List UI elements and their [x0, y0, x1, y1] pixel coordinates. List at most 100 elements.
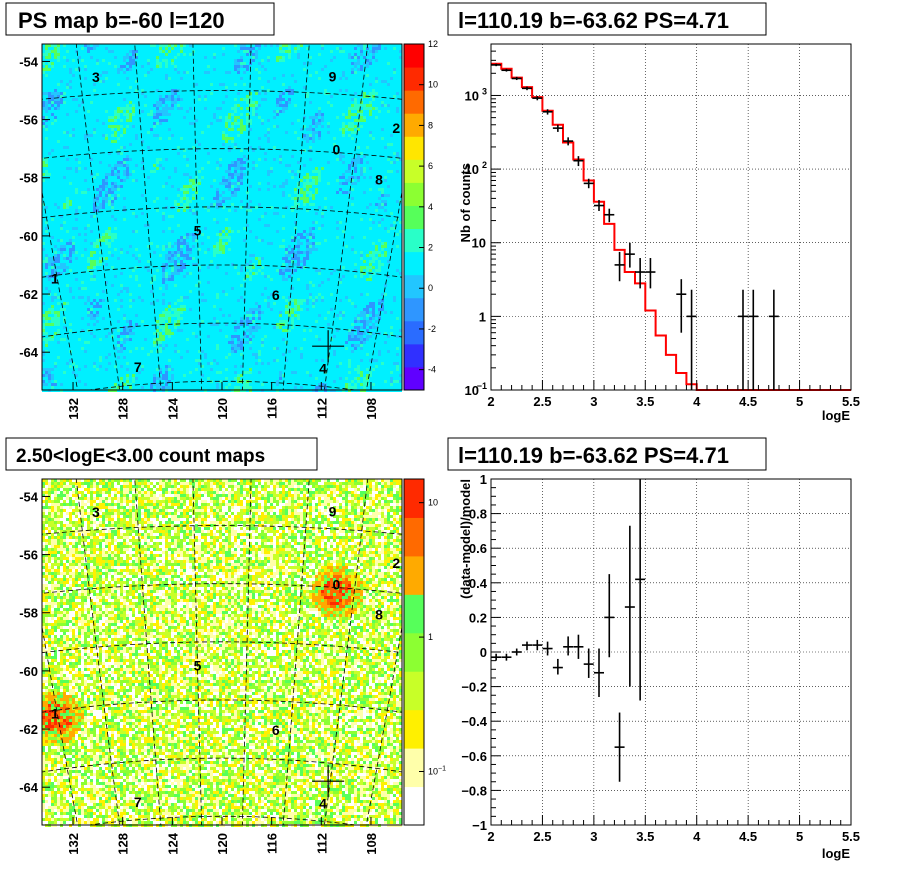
- map1-map-cell: [336, 161, 339, 164]
- map1-map-cell: [378, 47, 381, 50]
- map1-map-cell: [303, 74, 306, 77]
- map1-map-cell: [264, 113, 267, 116]
- map1-map-cell: [168, 80, 171, 83]
- map1-map-cell: [357, 53, 360, 56]
- map1-map-cell: [285, 74, 288, 77]
- map1-map-cell: [342, 53, 345, 56]
- map1-map-cell: [354, 68, 357, 71]
- map1-map-cell: [159, 95, 162, 98]
- map1-map-cell: [279, 164, 282, 167]
- map1-map-cell: [369, 113, 372, 116]
- map1-map-cell: [177, 47, 180, 50]
- map1-map-cell: [243, 47, 246, 50]
- map1-map-cell: [132, 107, 135, 110]
- map1-map-cell: [330, 86, 333, 89]
- map1-map-cell: [294, 53, 297, 56]
- map1-map-cell: [348, 86, 351, 89]
- map1-map-cell: [213, 131, 216, 134]
- map1-map-cell: [84, 143, 87, 146]
- map1-map-cell: [123, 59, 126, 62]
- map1-map-cell: [48, 116, 51, 119]
- map1-map-cell: [246, 86, 249, 89]
- map1-map-cell: [87, 110, 90, 113]
- map1-map-cell: [147, 101, 150, 104]
- map1-map-cell: [117, 98, 120, 101]
- map1-map-cell: [312, 71, 315, 74]
- map1-map-cell: [360, 62, 363, 65]
- map1-map-cell: [96, 119, 99, 122]
- map1-map-cell: [57, 71, 60, 74]
- map1-map-cell: [54, 65, 57, 68]
- map1-map-cell: [360, 71, 363, 74]
- map1-map-cell: [315, 56, 318, 59]
- map1-map-cell: [315, 68, 318, 71]
- map1-map-cell: [60, 89, 63, 92]
- map1-map-cell: [69, 53, 72, 56]
- map1-map-cell: [321, 98, 324, 101]
- map1-map-cell: [327, 149, 330, 152]
- map1-map-cell: [246, 128, 249, 131]
- map1-map-cell: [114, 98, 117, 101]
- map1-map-cell: [264, 92, 267, 95]
- map1-map-cell: [120, 80, 123, 83]
- map1-map-cell: [291, 59, 294, 62]
- map1-map-cell: [204, 50, 207, 53]
- map1-map-cell: [315, 80, 318, 83]
- map1-map-cell: [225, 59, 228, 62]
- map1-map-cell: [252, 77, 255, 80]
- map1-map-cell: [369, 77, 372, 80]
- map1-map-cell: [111, 107, 114, 110]
- map1-map-cell: [342, 149, 345, 152]
- map1-map-cell: [105, 77, 108, 80]
- map1-map-cell: [57, 140, 60, 143]
- map1-map-cell: [258, 134, 261, 137]
- map1-map-cell: [273, 59, 276, 62]
- map1-map-cell: [270, 125, 273, 128]
- map1-map-cell: [228, 98, 231, 101]
- map1-map-cell: [387, 152, 390, 155]
- map1-map-cell: [51, 80, 54, 83]
- map1-map-cell: [213, 104, 216, 107]
- map1-map-cell: [339, 74, 342, 77]
- map1-map-cell: [345, 125, 348, 128]
- map1-map-cell: [135, 98, 138, 101]
- map1-map-cell: [243, 167, 246, 170]
- map1-map-cell: [135, 110, 138, 113]
- map1-map-cell: [210, 68, 213, 71]
- map1-map-cell: [150, 50, 153, 53]
- map1-map-cell: [261, 110, 264, 113]
- map1-map-cell: [396, 95, 399, 98]
- map1-map-cell: [168, 164, 171, 167]
- map1-map-cell: [72, 164, 75, 167]
- map1-map-cell: [87, 107, 90, 110]
- map1-map-cell: [291, 128, 294, 131]
- map1-map-cell: [300, 89, 303, 92]
- map1-map-cell: [336, 134, 339, 137]
- map1-map-cell: [387, 104, 390, 107]
- map1-map-cell: [363, 104, 366, 107]
- map1-map-cell: [273, 158, 276, 161]
- map1-map-cell: [219, 149, 222, 152]
- map1-map-cell: [363, 149, 366, 152]
- map1-map-cell: [249, 146, 252, 149]
- map1-map-cell: [120, 56, 123, 59]
- map1-map-cell: [321, 134, 324, 137]
- map1-map-cell: [348, 80, 351, 83]
- map1-map-cell: [57, 158, 60, 161]
- map1-map-cell: [282, 155, 285, 158]
- map1-map-cell: [165, 77, 168, 80]
- map1-map-cell: [72, 68, 75, 71]
- map1-map-cell: [186, 107, 189, 110]
- map1-map-cell: [201, 143, 204, 146]
- map1-map-cell: [339, 128, 342, 131]
- map1-map-cell: [291, 161, 294, 164]
- map1-map-cell: [351, 74, 354, 77]
- map1-map-cell: [228, 74, 231, 77]
- map1-map-cell: [177, 86, 180, 89]
- map1-map-cell: [324, 80, 327, 83]
- map1-map-cell: [246, 47, 249, 50]
- map1-map-cell: [138, 137, 141, 140]
- map1-map-cell: [87, 161, 90, 164]
- map1-map-cell: [177, 125, 180, 128]
